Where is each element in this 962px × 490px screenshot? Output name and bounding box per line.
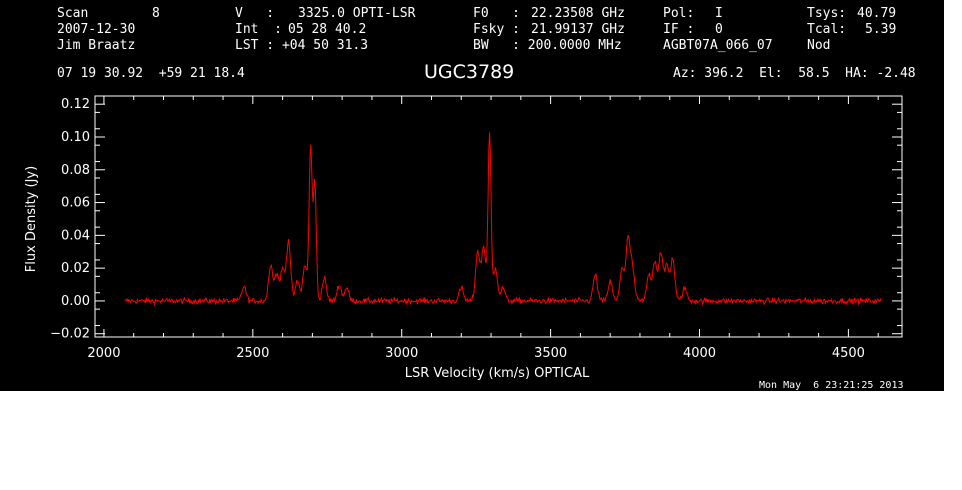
- spectrum-chart: 2000 2500 3000 3500 4000 4500 −0.02 0.00 0.02 0.0…: [24, 95, 903, 381]
- bandwidth-text: BW : 200.0000 MHz: [473, 38, 622, 53]
- fsky-label: Fsky :: [473, 22, 520, 37]
- source-coordinates: 07 19 30.92 +59 21 18.4: [57, 66, 245, 81]
- f0-value: 22.23508 GHz: [531, 6, 625, 21]
- scan-value: 8: [152, 6, 160, 21]
- y-tick-label: 0.02: [61, 261, 90, 276]
- project-text: AGBT07A_066_07: [663, 38, 773, 53]
- x-tick-label: 2500: [236, 346, 269, 361]
- y-tick-label: 0.04: [61, 228, 90, 243]
- observer-text: Jim Braatz: [57, 38, 136, 53]
- spectrum-line: [124, 132, 882, 307]
- int-value: 05 28 40.2: [288, 22, 367, 37]
- x-axis-label: LSR Velocity (km/s) OPTICAL: [405, 366, 590, 381]
- timestamp: Mon May 6 23:21:25 2013: [759, 380, 904, 391]
- y-tick-label: −0.02: [50, 327, 90, 342]
- x-tick-label: 3500: [534, 346, 567, 361]
- if-value: 0: [715, 22, 723, 37]
- tcal-label: Tcal:: [807, 22, 847, 37]
- source-name: UGC3789: [424, 61, 515, 83]
- plot-panel: Scan 8 V : 3325.0 OPTI-LSR F0 : 22.23508…: [0, 0, 944, 391]
- x-tick-label: 4000: [683, 346, 716, 361]
- x-tick-label: 2000: [87, 346, 120, 361]
- axes-layer: 2000 2500 3000 3500 4000 4500 −0.02 0.00 0.02 0.0…: [50, 95, 902, 361]
- y-tick-label: 0.00: [61, 294, 90, 309]
- lst-text: LST : +04 50 31.3: [235, 38, 369, 53]
- x-tick-label: 3000: [385, 346, 418, 361]
- velocity-label: V :: [235, 6, 275, 21]
- int-label: Int :: [235, 22, 282, 37]
- y-tick-label: 0.08: [61, 163, 90, 178]
- velocity-value: 3325.0 OPTI-LSR: [298, 6, 416, 21]
- pol-label: Pol:: [663, 6, 695, 21]
- tsys-label: Tsys:: [807, 6, 847, 21]
- y-tick-label: 0.10: [61, 130, 90, 145]
- x-tick-label: 4500: [832, 346, 865, 361]
- plot-frame: [94, 95, 903, 338]
- spectrum-layer: [124, 132, 882, 307]
- pol-value: I: [715, 6, 723, 21]
- tcal-value: 5.39: [865, 22, 897, 37]
- date-text: 2007-12-30: [57, 22, 136, 37]
- fsky-value: 21.99137 GHz: [531, 22, 625, 37]
- y-axis-label: Flux Density (Jy): [24, 166, 39, 272]
- f0-label: F0 :: [473, 6, 520, 21]
- pointing-info: Az: 396.2 El: 58.5 HA: -2.48: [673, 66, 916, 81]
- mode-text: Nod: [807, 38, 831, 53]
- tsys-value: 40.79: [857, 6, 897, 21]
- y-tick-label: 0.06: [61, 196, 90, 211]
- if-label: IF :: [663, 22, 695, 37]
- scan-label: Scan: [57, 6, 89, 21]
- y-tick-label: 0.12: [61, 97, 90, 112]
